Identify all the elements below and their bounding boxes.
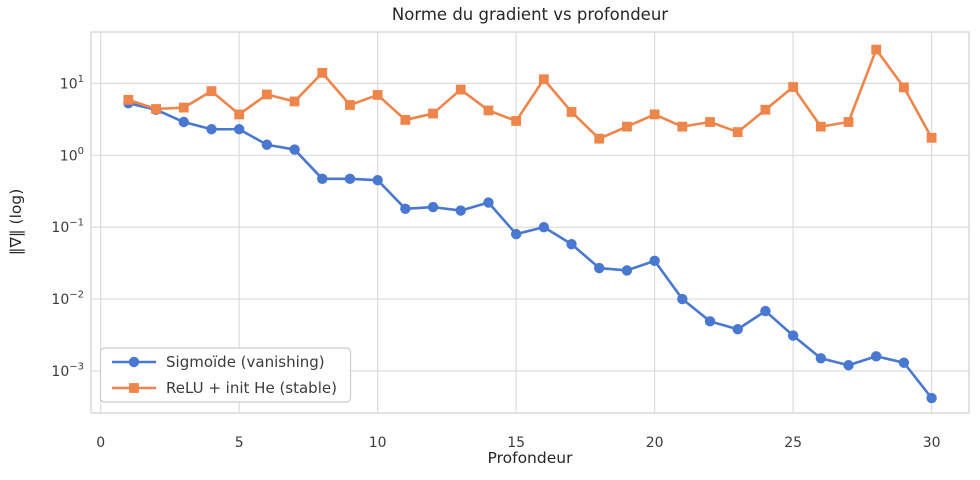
data-point-1-5 (234, 109, 245, 120)
x-tick-label-15: 15 (507, 435, 525, 451)
data-point-1-10 (372, 90, 383, 100)
data-point-0-21 (677, 293, 688, 305)
data-point-0-11 (400, 203, 411, 214)
data-point-1-19 (622, 121, 632, 132)
data-point-1-23 (732, 127, 743, 137)
legend-label-1: ReLU + init He (stable) (166, 379, 337, 397)
y-tick-label-1e-2: 10−2 (51, 290, 84, 309)
data-point-0-22 (704, 316, 716, 327)
data-point-1-1 (123, 94, 134, 105)
data-point-0-25 (787, 330, 799, 341)
data-point-0-4 (206, 124, 217, 135)
data-point-0-6 (261, 139, 273, 150)
data-point-0-27 (843, 360, 854, 371)
data-point-0-17 (566, 238, 577, 250)
x-tick-label-10: 10 (369, 435, 387, 451)
x-tick-label-25: 25 (784, 435, 802, 451)
data-point-0-14 (483, 197, 494, 208)
data-point-0-10 (372, 174, 383, 186)
data-point-0-26 (815, 353, 827, 364)
data-point-1-12 (428, 108, 438, 119)
data-point-0-19 (621, 265, 633, 276)
chart-title: Norme du gradient vs profondeur (391, 5, 669, 24)
data-point-1-13 (455, 84, 466, 95)
legend-box (99, 347, 352, 403)
data-point-1-21 (677, 121, 688, 132)
data-point-0-20 (649, 255, 660, 267)
data-point-1-29 (899, 82, 909, 93)
x-tick-label-0: 0 (96, 435, 105, 451)
x-tick-label-30: 30 (923, 435, 941, 451)
data-point-1-4 (206, 86, 217, 97)
data-point-1-30 (926, 132, 937, 143)
data-point-1-9 (345, 100, 355, 110)
y-tick-label-1e0: 100 (60, 146, 84, 165)
data-point-0-23 (732, 324, 743, 335)
data-point-0-15 (510, 228, 522, 240)
data-point-1-25 (788, 82, 799, 92)
x-axis-label: Profondeur (487, 449, 573, 467)
data-point-1-6 (261, 89, 272, 100)
y-tick-label-1e-1: 10−1 (51, 218, 84, 237)
legend-label-0: Sigmoïde (vanishing) (166, 353, 325, 371)
data-point-1-14 (483, 105, 494, 116)
data-point-0-29 (898, 357, 910, 368)
data-point-1-17 (566, 107, 577, 117)
data-point-1-2 (151, 104, 161, 114)
series-line-0 (128, 101, 933, 399)
data-point-0-12 (427, 201, 439, 213)
x-tick-label-5: 5 (235, 435, 244, 451)
data-point-0-13 (455, 205, 466, 216)
data-point-1-20 (649, 109, 660, 120)
data-point-0-7 (289, 144, 300, 155)
data-point-1-28 (871, 44, 882, 55)
data-point-0-3 (178, 116, 189, 128)
x-tick-label-20: 20 (646, 435, 664, 451)
data-point-1-3 (178, 102, 189, 113)
data-point-1-15 (511, 116, 522, 126)
data-point-1-18 (594, 133, 605, 144)
data-point-0-30 (926, 392, 937, 404)
data-point-1-16 (538, 74, 549, 85)
data-point-0-16 (538, 221, 550, 233)
plot-border (90, 31, 970, 414)
data-point-1-26 (815, 121, 826, 132)
data-point-1-11 (400, 115, 411, 125)
data-point-0-28 (871, 351, 882, 362)
data-point-1-22 (705, 117, 715, 127)
series-line-1 (127, 48, 933, 140)
y-tick-label-1e-3: 10−3 (51, 361, 84, 380)
data-point-1-8 (317, 67, 328, 78)
data-point-0-5 (233, 124, 245, 135)
data-point-1-24 (760, 104, 771, 115)
data-point-0-24 (760, 305, 771, 317)
data-point-0-18 (594, 262, 605, 274)
data-point-0-9 (344, 173, 356, 185)
legend-marker-0 (128, 356, 140, 368)
data-point-1-7 (289, 96, 300, 107)
data-point-0-8 (317, 173, 328, 185)
data-point-1-27 (843, 117, 854, 127)
legend-marker-1 (129, 383, 139, 393)
y-tick-label-1e1: 101 (60, 74, 84, 93)
